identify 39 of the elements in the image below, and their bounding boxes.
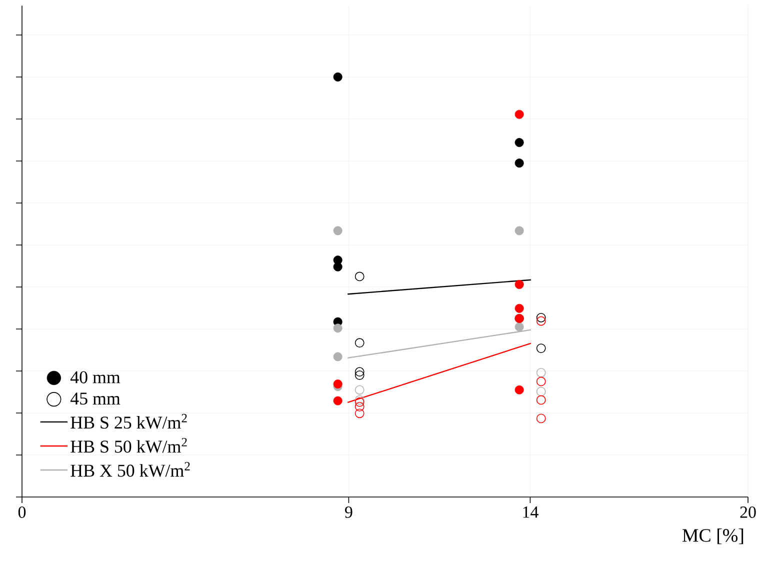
point xyxy=(536,316,546,326)
x-tick-label: 0 xyxy=(18,506,26,518)
legend-label: HB S 50 kW/m$^{2}$ xyxy=(70,438,187,453)
legend-label: 45 mm xyxy=(70,392,120,405)
point xyxy=(514,138,524,148)
legend-label: 40 mm xyxy=(70,371,120,384)
point xyxy=(514,304,524,313)
point xyxy=(354,370,364,380)
point xyxy=(536,414,546,424)
point xyxy=(354,367,364,377)
point xyxy=(333,226,342,236)
point xyxy=(354,402,364,412)
point xyxy=(514,226,524,236)
point xyxy=(514,158,524,168)
x-tick-label: 9 xyxy=(345,506,352,518)
point xyxy=(354,338,364,348)
point xyxy=(354,272,364,282)
point xyxy=(514,280,524,289)
point xyxy=(333,380,342,389)
point xyxy=(536,368,546,378)
x-tick-label: 20 xyxy=(740,506,756,518)
point xyxy=(333,324,342,333)
x-tick-label: 14 xyxy=(523,506,538,518)
point xyxy=(354,385,364,395)
point xyxy=(536,312,546,322)
point xyxy=(536,386,546,396)
point xyxy=(536,395,546,405)
x-axis-title: MC [%] xyxy=(682,528,744,544)
point xyxy=(333,352,342,362)
legend-label: HB S 25 kW/m$^{2}$ xyxy=(70,414,187,429)
point xyxy=(536,344,546,354)
point xyxy=(536,376,546,386)
point xyxy=(333,72,342,82)
point xyxy=(514,110,524,119)
point xyxy=(514,322,524,332)
point xyxy=(354,408,364,418)
point xyxy=(333,396,342,406)
point xyxy=(514,385,524,394)
legend-label: HB X 50 kW/m$^{2}$ xyxy=(70,462,190,477)
